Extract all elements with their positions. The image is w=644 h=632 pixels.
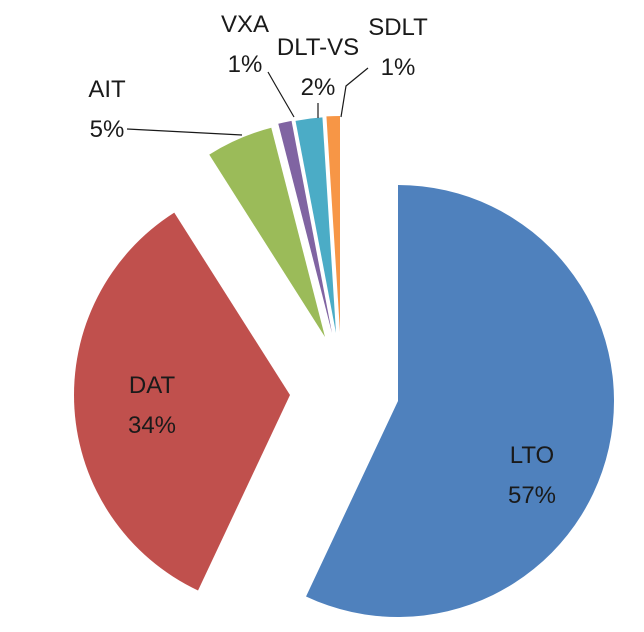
pie-slice-vxa bbox=[278, 120, 332, 333]
leader-line-ait bbox=[126, 128, 243, 136]
label-name-vxa: VXA bbox=[221, 11, 269, 38]
label-name-lto: LTO bbox=[510, 442, 554, 469]
slice-labels: LTO 57% DAT 34% AIT 5% VXA 1% DLT-VS 2% SDLT 1% bbox=[88, 11, 556, 509]
label-percent-ait: 5% bbox=[90, 116, 125, 143]
label-percent-vxa: 1% bbox=[228, 51, 263, 78]
leader-line-sdlt bbox=[340, 67, 369, 118]
leader-lines bbox=[126, 67, 369, 136]
pie-slices bbox=[74, 116, 615, 617]
pie-slice-lto bbox=[306, 185, 615, 617]
label-percent-dat: 34% bbox=[128, 412, 176, 439]
label-name-dlt-vs: DLT-VS bbox=[277, 34, 359, 61]
pie-slice-dat bbox=[74, 212, 291, 591]
pie-slice-ait bbox=[209, 127, 325, 337]
label-percent-lto: 57% bbox=[508, 482, 556, 509]
label-name-dat: DAT bbox=[129, 372, 176, 399]
pie-slice-dlt-vs bbox=[295, 117, 336, 334]
label-name-ait: AIT bbox=[88, 76, 126, 103]
pie-slice-sdlt bbox=[326, 116, 340, 332]
label-name-sdlt: SDLT bbox=[368, 14, 428, 41]
leader-line-vxa bbox=[267, 71, 295, 118]
label-percent-sdlt: 1% bbox=[381, 54, 416, 81]
label-percent-dlt-vs: 2% bbox=[301, 74, 336, 101]
